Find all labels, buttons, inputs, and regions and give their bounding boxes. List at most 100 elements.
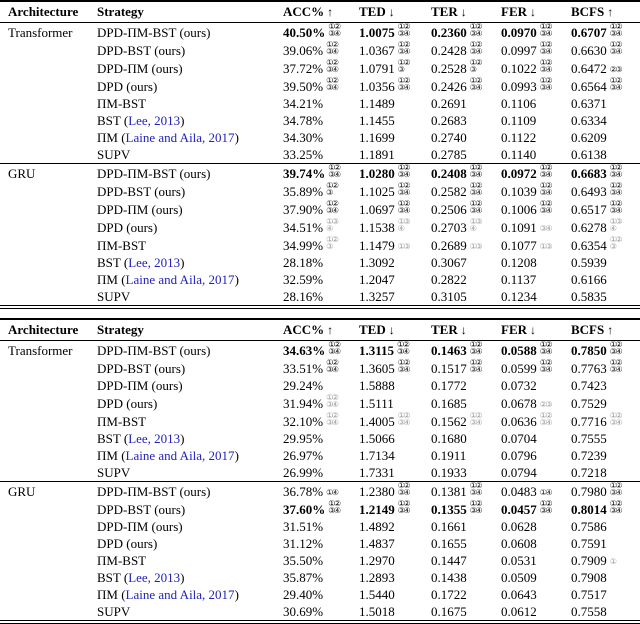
- ted-cell: 1.1699: [354, 129, 426, 146]
- significance-marker: ①②③④: [326, 199, 339, 215]
- fer-cell: 0.0509: [496, 569, 566, 586]
- column-label: FER: [501, 4, 527, 19]
- table-row: DPD-ΠM (ours) 31.51% 1.4892 0.1661 0.0628 0.7…: [0, 518, 640, 535]
- metric-value: 34.51%: [283, 220, 324, 235]
- column-label: FER: [501, 322, 527, 337]
- metric-value: 29.40%: [283, 587, 324, 602]
- strategy-label: BST (Lee, 2013): [90, 569, 278, 586]
- significance-marker: ①②③④: [539, 76, 553, 92]
- metric-value: 0.0612: [501, 604, 537, 619]
- significance-marker: ①②③④: [397, 411, 411, 427]
- citation-link[interactable]: Lee, 2013: [128, 113, 181, 128]
- metric-value: 35.50%: [283, 553, 324, 568]
- metric-value: 0.7423: [571, 378, 607, 393]
- metric-value: 0.1106: [501, 96, 537, 111]
- ted-cell: 1.4892: [354, 518, 426, 535]
- acc-cell: 35.87%: [278, 569, 354, 586]
- strategy-text: DPD (ours): [97, 78, 158, 94]
- citation-link[interactable]: Lee, 2013: [128, 431, 181, 446]
- table-row: ΠM (Laine and Aila, 2017) 26.97% 1.7134 0.1…: [0, 447, 640, 464]
- metric-value: 0.2426: [431, 79, 467, 94]
- strategy-label: ΠM (Laine and Aila, 2017): [90, 271, 278, 288]
- significance-marker: ①②③④: [326, 411, 339, 427]
- ter-cell: 0.1447: [426, 552, 496, 569]
- metric-value: 0.6472: [571, 60, 607, 76]
- arrow-down-icon: ↓: [460, 323, 467, 337]
- table-row: SUPV 30.69% 1.5018 0.1675 0.0612 0.7558: [0, 603, 640, 622]
- metric-value: 1.0280: [359, 166, 395, 181]
- metric-value: 35.87%: [283, 570, 324, 585]
- significance-marker: ①②③④: [397, 199, 411, 215]
- metric-value: 0.1381: [431, 484, 467, 499]
- strategy-label: DPD-ΠM (ours): [90, 518, 278, 535]
- metric-value: 0.1039: [501, 184, 537, 199]
- strategy-text: BST (: [97, 431, 129, 446]
- acc-cell: 32.10% ①②③④: [278, 412, 354, 430]
- fer-cell: 0.0732: [496, 377, 566, 394]
- metric-value: 0.6138: [571, 147, 607, 162]
- metric-value: 37.72%: [283, 61, 324, 76]
- column-label: TER: [431, 4, 458, 19]
- citation-link[interactable]: Laine and Aila, 2017: [125, 587, 235, 602]
- citation-link[interactable]: Lee, 2013: [128, 570, 181, 585]
- strategy-text: ΠM (: [97, 587, 126, 602]
- metric-value: 1.5440: [359, 587, 395, 602]
- strategy-label: ΠM-BST: [90, 552, 278, 569]
- citation-link[interactable]: Laine and Aila, 2017: [125, 130, 235, 145]
- strategy-text: ΠM-BST: [97, 413, 147, 429]
- significance-marker: ①③: [397, 241, 411, 251]
- bcfs-cell: 0.7423: [566, 377, 640, 394]
- bcfs-cell: 0.6371: [566, 95, 640, 112]
- column-header-acc: ACC% ↑: [278, 319, 354, 341]
- table-row: ΠM-BST 34.21% 1.1489 0.2691 0.1106 0.6371: [0, 95, 640, 112]
- ter-cell: 0.2506 ①②③④: [426, 200, 496, 218]
- significance-marker: ①②③④: [539, 22, 553, 38]
- metric-value: 28.18%: [283, 255, 324, 270]
- metric-value: 35.89%: [283, 184, 324, 199]
- bcfs-cell: 0.7850 ①②③④: [566, 341, 640, 360]
- acc-cell: 34.21%: [278, 95, 354, 112]
- metric-value: 1.0791: [359, 61, 395, 76]
- acc-cell: 32.59%: [278, 271, 354, 288]
- significance-marker: ①②③④: [326, 76, 339, 92]
- citation-link[interactable]: Laine and Aila, 2017: [125, 448, 235, 463]
- bcfs-cell: 0.7555: [566, 430, 640, 447]
- bcfs-cell: 0.8014 ①②③④: [566, 500, 640, 518]
- metric-value: 39.74%: [283, 166, 326, 181]
- ter-cell: 0.1722: [426, 586, 496, 603]
- acc-cell: 26.99%: [278, 464, 354, 482]
- strategy-label: DPD-ΠM-BST (ours): [90, 23, 278, 42]
- metric-value: 0.0628: [501, 519, 537, 534]
- header-row: Architecture Strategy ACC% ↑ TED ↓ TER ↓ FER ↓ BCF…: [0, 319, 640, 341]
- significance-marker: ①②③④: [397, 163, 411, 179]
- fer-cell: 0.0704: [496, 430, 566, 447]
- ter-cell: 0.2428 ①②③④: [426, 41, 496, 59]
- ted-cell: 1.5066: [354, 430, 426, 447]
- significance-marker: ①②③④: [397, 340, 410, 356]
- citation-link[interactable]: Lee, 2013: [128, 255, 181, 270]
- bcfs-cell: 0.7586: [566, 518, 640, 535]
- acc-cell: 34.99% ①②③: [278, 236, 354, 254]
- arrow-up-icon: ↑: [327, 323, 334, 337]
- strategy-text: DPD-ΠM-BST (ours): [97, 165, 211, 181]
- citation-link[interactable]: Laine and Aila, 2017: [125, 272, 235, 287]
- ter-cell: 0.1661: [426, 518, 496, 535]
- ted-cell: 1.1479 ①③: [354, 236, 426, 254]
- ter-cell: 0.2785: [426, 146, 496, 164]
- table-row: SUPV 26.99% 1.7331 0.1933 0.0794 0.7218: [0, 464, 640, 482]
- fer-cell: 0.1091 ③④: [496, 218, 566, 236]
- strategy-label: SUPV: [90, 603, 278, 622]
- bcfs-cell: 0.7591: [566, 535, 640, 552]
- ted-cell: 1.2149 ①②③④: [354, 500, 426, 518]
- ted-cell: 1.3115 ①②③④: [354, 341, 426, 360]
- ted-cell: 1.1489: [354, 95, 426, 112]
- strategy-text: ΠM (: [97, 448, 126, 463]
- strategy-text: DPD (ours): [97, 395, 158, 411]
- significance-marker: ①②③④: [609, 181, 623, 197]
- significance-marker: ①②③④: [609, 199, 623, 215]
- bcfs-cell: 0.7909 ①: [566, 552, 640, 569]
- table-row: SUPV 33.25% 1.1891 0.2785 0.1140 0.6138: [0, 146, 640, 164]
- table-row: DPD-ΠM (ours) 37.72% ①②③④ 1.0791 ①②③ 0.2528 ①②…: [0, 59, 640, 77]
- fer-cell: 0.0643: [496, 586, 566, 603]
